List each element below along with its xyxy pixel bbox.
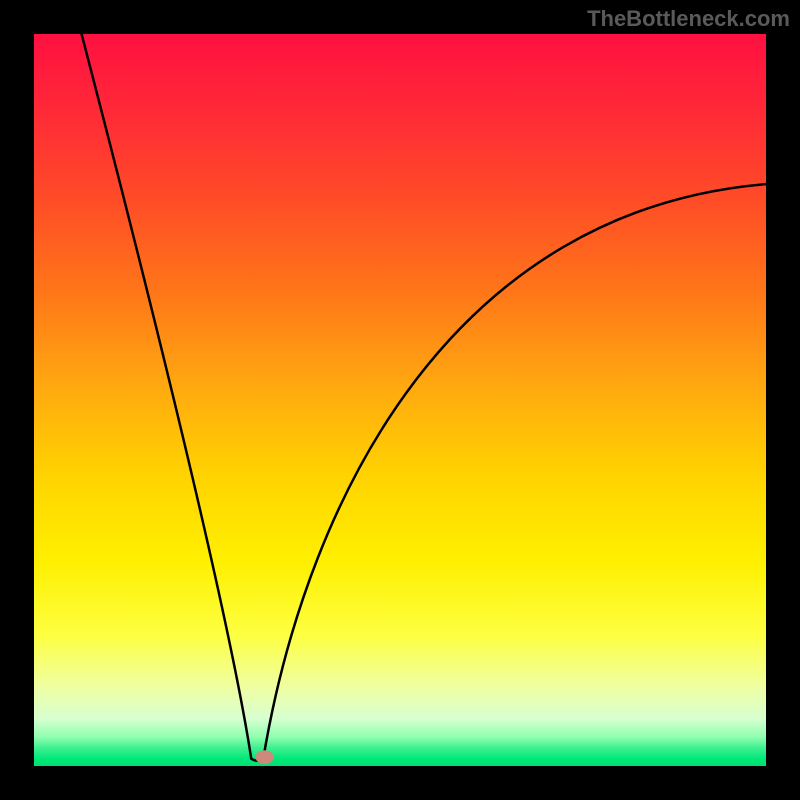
plot-area <box>34 34 766 766</box>
watermark-text: TheBottleneck.com <box>587 6 790 32</box>
chart-svg <box>34 34 766 766</box>
optimum-marker <box>256 750 274 764</box>
chart-container: TheBottleneck.com <box>0 0 800 800</box>
